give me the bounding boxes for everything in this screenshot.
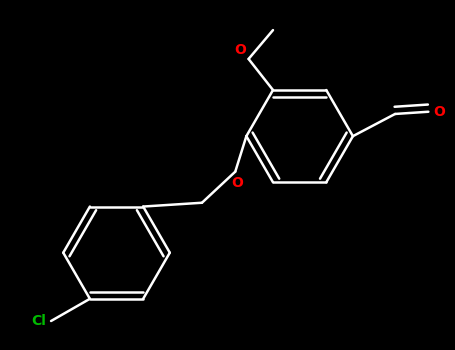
Text: O: O [232, 176, 243, 190]
Text: Cl: Cl [32, 314, 46, 328]
Text: O: O [433, 105, 445, 119]
Text: O: O [234, 43, 246, 57]
